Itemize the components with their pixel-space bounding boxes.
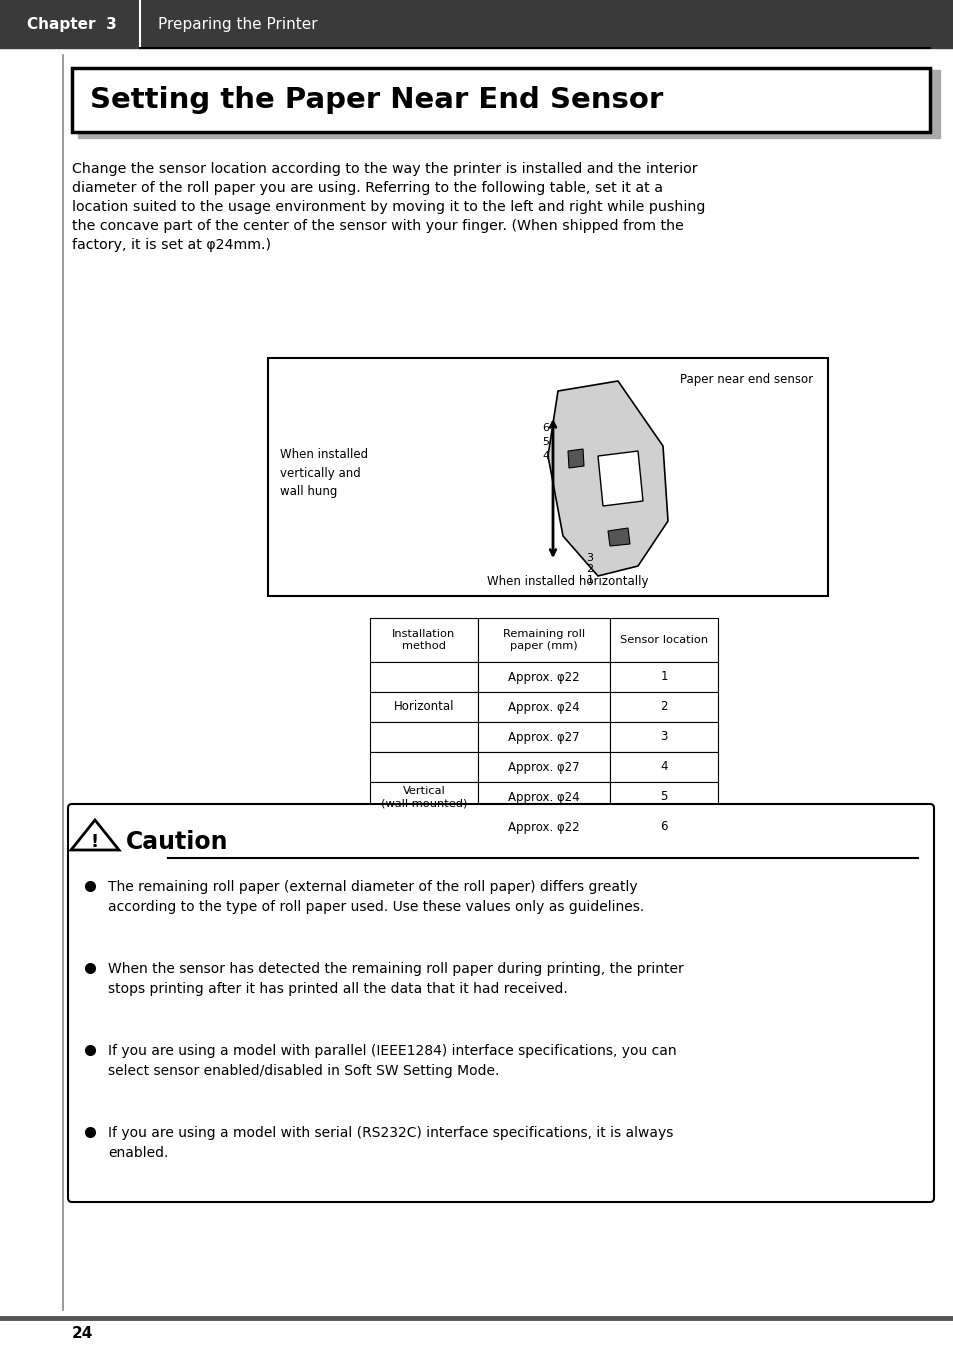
Bar xyxy=(0,0,953,49)
Text: Chapter 3: Chapter 3 xyxy=(27,16,117,31)
Bar xyxy=(370,692,477,722)
Bar xyxy=(609,781,718,813)
Bar xyxy=(477,692,609,722)
Text: If you are using a model with serial (RS232C) interface specifications, it is al: If you are using a model with serial (RS… xyxy=(108,1126,673,1160)
Bar xyxy=(609,722,718,752)
Bar xyxy=(609,752,718,781)
Text: Sensor location: Sensor location xyxy=(619,635,707,645)
Text: diameter of the roll paper you are using. Referring to the following table, set : diameter of the roll paper you are using… xyxy=(71,181,662,195)
Text: 5: 5 xyxy=(542,437,549,448)
Text: Approx. φ22: Approx. φ22 xyxy=(508,821,579,833)
Bar xyxy=(78,70,939,138)
Text: factory, it is set at φ24mm.): factory, it is set at φ24mm.) xyxy=(71,238,271,251)
Bar xyxy=(370,813,477,842)
Bar xyxy=(609,692,718,722)
Polygon shape xyxy=(607,529,629,546)
Text: Approx. φ27: Approx. φ27 xyxy=(508,760,579,773)
Text: Approx. φ22: Approx. φ22 xyxy=(508,671,579,684)
Text: 24: 24 xyxy=(71,1326,93,1341)
Bar xyxy=(609,813,718,842)
Bar xyxy=(477,618,609,662)
Bar xyxy=(370,618,477,662)
Bar xyxy=(370,662,477,692)
Bar xyxy=(477,752,609,781)
Text: Remaining roll
paper (mm): Remaining roll paper (mm) xyxy=(502,629,584,652)
Bar xyxy=(609,662,718,692)
Text: Preparing the Printer: Preparing the Printer xyxy=(158,16,317,31)
Bar xyxy=(477,781,609,813)
Text: When installed
vertically and
wall hung: When installed vertically and wall hung xyxy=(280,449,368,498)
Text: Setting the Paper Near End Sensor: Setting the Paper Near End Sensor xyxy=(90,87,662,114)
Polygon shape xyxy=(71,821,119,850)
FancyBboxPatch shape xyxy=(68,804,933,1202)
Text: Installation
method: Installation method xyxy=(392,629,456,652)
Bar xyxy=(477,722,609,752)
Text: 6: 6 xyxy=(659,821,667,833)
Text: Approx. φ27: Approx. φ27 xyxy=(508,730,579,744)
Text: The remaining roll paper (external diameter of the roll paper) differs greatly
a: The remaining roll paper (external diame… xyxy=(108,880,643,914)
Bar xyxy=(370,781,477,813)
Text: Caution: Caution xyxy=(126,830,229,854)
Text: 2: 2 xyxy=(659,700,667,714)
Bar xyxy=(71,68,929,132)
Text: 3: 3 xyxy=(659,730,667,744)
Text: 2: 2 xyxy=(586,564,593,575)
Text: 1: 1 xyxy=(659,671,667,684)
Text: location suited to the usage environment by moving it to the left and right whil: location suited to the usage environment… xyxy=(71,200,704,214)
Text: Vertical
(wall mounted): Vertical (wall mounted) xyxy=(380,786,467,808)
Text: Change the sensor location according to the way the printer is installed and the: Change the sensor location according to … xyxy=(71,162,697,176)
Text: 6: 6 xyxy=(542,423,549,433)
Text: If you are using a model with parallel (IEEE1284) interface specifications, you : If you are using a model with parallel (… xyxy=(108,1044,676,1078)
Text: When the sensor has detected the remaining roll paper during printing, the print: When the sensor has detected the remaini… xyxy=(108,963,683,996)
Polygon shape xyxy=(567,449,583,468)
Text: When installed horizontally: When installed horizontally xyxy=(487,575,648,588)
Text: the concave part of the center of the sensor with your finger. (When shipped fro: the concave part of the center of the se… xyxy=(71,219,683,233)
Text: 5: 5 xyxy=(659,791,667,803)
Text: 4: 4 xyxy=(659,760,667,773)
Polygon shape xyxy=(547,381,667,576)
Text: Horizontal: Horizontal xyxy=(394,700,454,714)
Text: !: ! xyxy=(91,833,99,850)
Bar xyxy=(370,722,477,752)
Text: Paper near end sensor: Paper near end sensor xyxy=(679,373,812,387)
Bar xyxy=(609,618,718,662)
Text: 4: 4 xyxy=(542,452,549,461)
Bar xyxy=(370,752,477,781)
Text: Approx. φ24: Approx. φ24 xyxy=(508,700,579,714)
Bar xyxy=(477,662,609,692)
Text: 3: 3 xyxy=(586,553,593,562)
Bar xyxy=(477,813,609,842)
Bar xyxy=(268,358,827,596)
Polygon shape xyxy=(598,452,642,506)
Text: Approx. φ24: Approx. φ24 xyxy=(508,791,579,803)
Text: 1: 1 xyxy=(586,575,593,585)
